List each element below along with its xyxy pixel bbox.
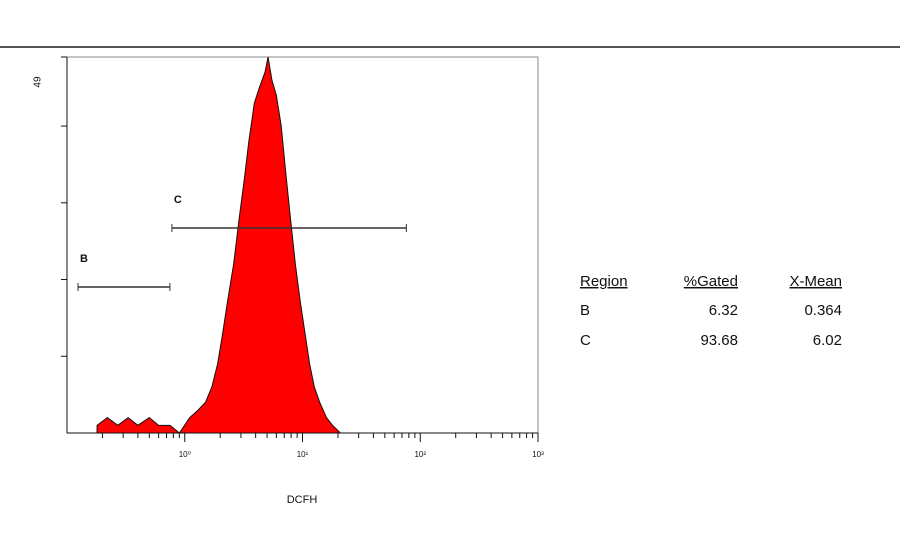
histogram-area — [96, 56, 342, 434]
table-cell: 93.68 — [700, 332, 738, 349]
table-cell: 0.364 — [804, 302, 842, 319]
x-tick-label: 10¹ — [297, 450, 309, 459]
y-tick-label: 49 — [33, 76, 44, 88]
table-cell: C — [580, 332, 591, 349]
x-tick-label: 10⁰ — [179, 450, 191, 459]
stats-table: Region %Gated X-Mean B 6.32 0.364 C 93.68 6.02 — [580, 273, 842, 349]
gate-label: B — [80, 253, 88, 265]
x-axis-label: DCFH — [287, 494, 318, 506]
gate-label: C — [174, 194, 182, 206]
table-cell: 6.32 — [709, 302, 738, 319]
table-header: X-Mean — [789, 273, 842, 290]
x-tick-label: 10³ — [532, 450, 544, 459]
table-header: %Gated — [684, 273, 738, 290]
table-cell: 6.02 — [813, 332, 842, 349]
table-cell: B — [580, 302, 590, 319]
table-header: Region — [580, 273, 628, 290]
x-tick-label: 10² — [414, 450, 426, 459]
